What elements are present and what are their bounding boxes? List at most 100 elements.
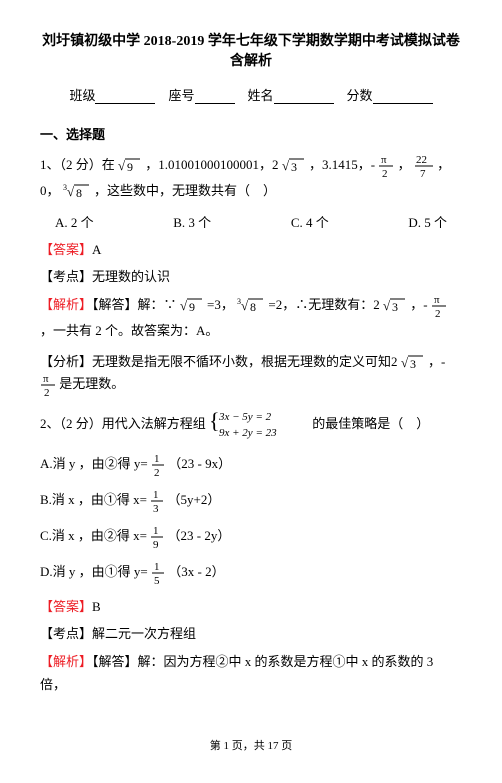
svg-text:√: √: [282, 158, 290, 173]
jiexi-label: 【解析】: [40, 654, 92, 669]
svg-text:π: π: [43, 373, 49, 385]
class-label: 班级: [69, 85, 95, 104]
svg-text:9: 9: [127, 160, 133, 174]
sqrt9-icon: √9: [180, 297, 204, 315]
q1-jiexi: 【解析】【解答】解：∵ √9 =3， 3√8 =2，∴无理数有：2 √3 ，- …: [40, 293, 462, 342]
sqrt9-icon: √9: [118, 157, 142, 175]
svg-text:2: 2: [44, 387, 50, 398]
q1-optD: D. 5 个: [408, 212, 447, 231]
q2-optD2: （3x - 2）: [168, 564, 224, 579]
svg-text:9: 9: [153, 539, 159, 550]
header-row: 班级 座号 姓名 分数: [40, 85, 462, 104]
svg-text:9x + 2y = 23: 9x + 2y = 23: [219, 427, 277, 439]
svg-text:√: √: [401, 355, 409, 370]
page-footer: 第 1 页，共 17 页: [40, 737, 462, 753]
score-label: 分数: [347, 85, 373, 104]
svg-text:√: √: [118, 158, 126, 173]
q2-kaodian: 【考点】解二元一次方程组: [40, 623, 462, 642]
svg-text:2: 2: [382, 168, 388, 179]
svg-text:3: 3: [291, 160, 297, 174]
q2-optC-text: C.消 x ，由②得 x=: [40, 528, 147, 543]
q2-optC2: （23 - 2y）: [168, 528, 231, 543]
question-1: 1、（2 分）在 √9 ，1.01001000100001，2 √3 ，3.14…: [40, 153, 462, 202]
q1-options: A. 2 个 B. 3 个 C. 4 个 D. 5 个: [40, 212, 462, 231]
q1-jx2: =3，: [207, 297, 234, 312]
answer-label: 【答案】: [40, 242, 92, 257]
q1-fx3: 是无理数。: [59, 376, 124, 391]
jiexi-label: 【解析】: [40, 297, 92, 312]
q2-optB-text: B.消 x ，由①得 x=: [40, 492, 147, 507]
q1-mid2: ，3.1415，-: [309, 157, 375, 172]
frac-pi2-icon: π2: [378, 153, 394, 179]
q1-optC: C. 4 个: [291, 212, 329, 231]
answer-label: 【答案】: [40, 599, 92, 614]
q2-optD: D.消 y ，由①得 y= 15 （3x - 2）: [40, 560, 462, 586]
frac-1-9-icon: 19: [150, 524, 164, 550]
q2-answer: 【答案】B: [40, 596, 462, 615]
q1-jx4: ，-: [410, 297, 427, 312]
sqrt3-icon: √3: [282, 157, 306, 175]
section-heading: 一、选择题: [40, 124, 462, 143]
svg-text:√: √: [383, 298, 391, 313]
q1-prefix: 1、（2 分）在: [40, 157, 115, 172]
q1-optB: B. 3 个: [173, 212, 211, 231]
frac-1-5-icon: 15: [151, 560, 165, 586]
system-eq-icon: { 3x − 5y = 2 9x + 2y = 23: [209, 408, 309, 442]
seat-label: 座号: [168, 85, 194, 104]
frac-pi2-icon: π2: [431, 293, 447, 319]
q1-fx1: 【分析】无理数是指无限不循环小数，根据无理数的定义可知2: [40, 354, 398, 369]
svg-text:8: 8: [250, 300, 256, 314]
cbrt8-icon: 3√8: [63, 183, 91, 201]
page-title: 刘圩镇初级中学 2018-2019 学年七年级下学期数学期中考试模拟试卷含解析: [40, 30, 462, 70]
svg-text:1: 1: [154, 561, 160, 573]
svg-text:8: 8: [76, 186, 82, 200]
svg-text:1: 1: [154, 453, 160, 465]
q1-mid3: ，: [398, 157, 411, 172]
svg-text:22: 22: [416, 154, 427, 166]
q2-optD-text: D.消 y ，由①得 y=: [40, 564, 148, 579]
frac-22-7-icon: 227: [414, 153, 434, 179]
svg-text:√: √: [241, 298, 249, 313]
name-blank: [274, 89, 334, 104]
q2-jiexi: 【解析】【解答】解：因为方程②中 x 的系数是方程①中 x 的系数的 3 倍，: [40, 650, 462, 697]
sqrt3-icon: √3: [383, 297, 407, 315]
q1-jx3: =2，∴无理数有：2: [268, 297, 379, 312]
name-label: 姓名: [248, 85, 274, 104]
frac-1-3-icon: 13: [150, 488, 164, 514]
q2-optA2: （23 - 9x）: [168, 456, 231, 471]
q2-end: 的最佳策略是（ ）: [312, 416, 429, 431]
q1-fenxi: 【分析】无理数是指无限不循环小数，根据无理数的定义可知2 √3 ，- π2 是无…: [40, 351, 462, 398]
q2-jx1: 【解答】解：因为方程②中 x 的系数是方程①中 x 的系数的 3 倍，: [40, 654, 433, 692]
svg-text:2: 2: [154, 467, 160, 478]
svg-text:3: 3: [410, 357, 416, 371]
q2-optA: A.消 y ，由②得 y= 12 （23 - 9x）: [40, 452, 462, 478]
seat-blank: [195, 89, 235, 104]
q1-jx1: 【解答】解：∵: [92, 297, 177, 312]
q1-mid: ，1.01001000100001，2: [145, 157, 278, 172]
svg-text:7: 7: [420, 168, 426, 179]
q1-optA: A. 2 个: [55, 212, 94, 231]
q2-prefix: 2、（2 分）用代入法解方程组: [40, 416, 206, 431]
q1-end: ，这些数中，无理数共有（ ）: [94, 183, 276, 198]
frac-1-2-icon: 12: [151, 452, 165, 478]
q1-answer-val: A: [92, 242, 101, 257]
svg-text:{: {: [209, 408, 220, 433]
svg-text:π: π: [434, 294, 440, 306]
svg-text:1: 1: [153, 489, 159, 501]
q2-optB2: （5y+2）: [168, 492, 221, 507]
score-blank: [373, 89, 433, 104]
svg-text:9: 9: [189, 300, 195, 314]
class-blank: [95, 89, 155, 104]
q1-kaodian: 【考点】无理数的认识: [40, 266, 462, 285]
svg-text:3: 3: [153, 503, 159, 514]
question-2: 2、（2 分）用代入法解方程组 { 3x − 5y = 2 9x + 2y = …: [40, 408, 462, 442]
q1-answer: 【答案】A: [40, 239, 462, 258]
sqrt3-icon: √3: [401, 354, 425, 372]
cbrt8-icon: 3√8: [237, 297, 265, 315]
q1-jx5: ，一共有 2 个。故答案为：A。: [40, 323, 218, 338]
q2-optA-text: A.消 y ，由②得 y=: [40, 456, 148, 471]
svg-text:π: π: [381, 154, 387, 166]
svg-text:2: 2: [435, 308, 441, 319]
svg-text:3x − 5y = 2: 3x − 5y = 2: [218, 411, 272, 423]
frac-pi2-icon: π2: [40, 372, 56, 398]
